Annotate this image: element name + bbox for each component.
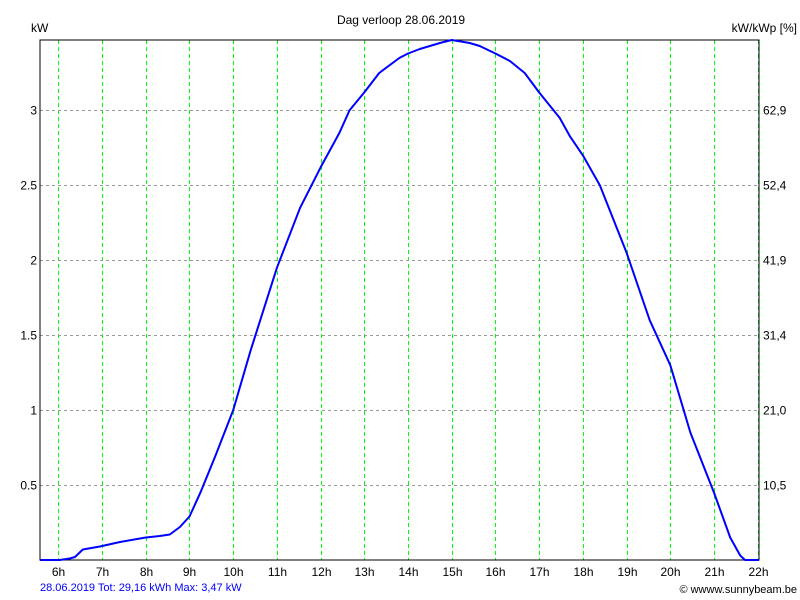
x-tick-label: 10h bbox=[223, 565, 243, 579]
x-tick-label: 13h bbox=[354, 565, 374, 579]
x-tick-label: 20h bbox=[660, 565, 680, 579]
grid bbox=[40, 40, 759, 560]
y-tick-label: 3 bbox=[30, 104, 37, 118]
plot-frame bbox=[39, 39, 760, 561]
y-tick-label: 1 bbox=[30, 404, 37, 418]
power-series-line bbox=[40, 39, 759, 561]
y-right-tick-label: 31,4 bbox=[763, 329, 787, 343]
x-tick-label: 22h bbox=[748, 565, 768, 579]
tick-labels: 6h 7h 8h 9h 10h 11h 12h 13h 14h 15h 16h 17h 18h 19h 20… bbox=[20, 104, 786, 580]
x-tick-label: 6h bbox=[52, 565, 65, 579]
y-tick-label: 0.5 bbox=[20, 479, 37, 493]
y-tick-label: 1.5 bbox=[20, 329, 37, 343]
x-tick-label: 15h bbox=[442, 565, 462, 579]
x-tick-label: 11h bbox=[268, 565, 287, 579]
x-tick-label: 14h bbox=[398, 565, 418, 579]
y-right-tick-label: 52,4 bbox=[763, 179, 787, 193]
y-right-tick-label: 62,9 bbox=[763, 104, 787, 118]
x-tick-label: 9h bbox=[183, 565, 196, 579]
summary-text: 28.06.2019 Tot: 29,16 kWh Max: 3,47 kW bbox=[40, 582, 242, 594]
y-axis-label: kW bbox=[31, 21, 49, 35]
y-right-tick-label: 21,0 bbox=[763, 404, 787, 418]
x-tick-label: 16h bbox=[485, 565, 505, 579]
x-tick-label: 7h bbox=[96, 565, 109, 579]
x-tick-label: 19h bbox=[617, 565, 637, 579]
y-right-tick-label: 41,9 bbox=[763, 254, 787, 268]
x-tick-label: 17h bbox=[529, 565, 549, 579]
copyright-link[interactable]: © wwww.sunnybeam.be bbox=[679, 584, 797, 596]
x-tick-label: 18h bbox=[573, 565, 593, 579]
y-right-tick-label: 10,5 bbox=[763, 479, 787, 493]
x-tick-label: 12h bbox=[311, 565, 331, 579]
y-tick-label: 2 bbox=[30, 254, 37, 268]
chart-title: Dag verloop 28.06.2019 bbox=[337, 13, 465, 27]
x-tick-label: 8h bbox=[140, 565, 153, 579]
y-tick-label: 2.5 bbox=[20, 179, 37, 193]
x-tick-label: 21h bbox=[704, 565, 724, 579]
y-axis-right-label: kW/kWp [%] bbox=[732, 21, 797, 35]
